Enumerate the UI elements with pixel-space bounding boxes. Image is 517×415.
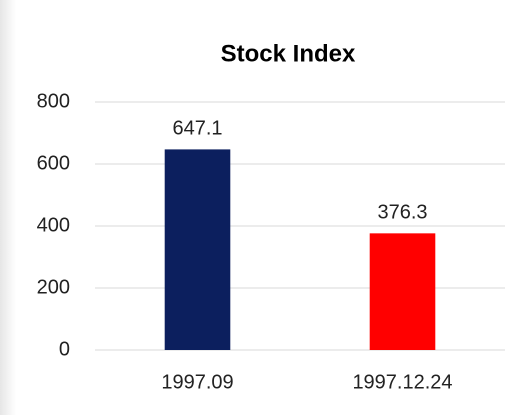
data-label: 647.1 — [172, 118, 222, 140]
y-tick-label: 200 — [37, 276, 70, 298]
x-tick-label: 1997.09 — [161, 371, 233, 393]
chart-title: Stock Index — [221, 40, 356, 67]
y-tick-label: 800 — [37, 90, 70, 112]
x-tick-label: 1997.12.24 — [352, 371, 452, 393]
y-tick-label: 400 — [37, 214, 70, 236]
bar — [164, 149, 231, 350]
y-tick-label: 0 — [59, 338, 70, 360]
data-label: 376.3 — [377, 202, 427, 224]
y-tick-label: 600 — [37, 152, 70, 174]
bar — [369, 233, 436, 350]
window-edge — [0, 0, 16, 415]
